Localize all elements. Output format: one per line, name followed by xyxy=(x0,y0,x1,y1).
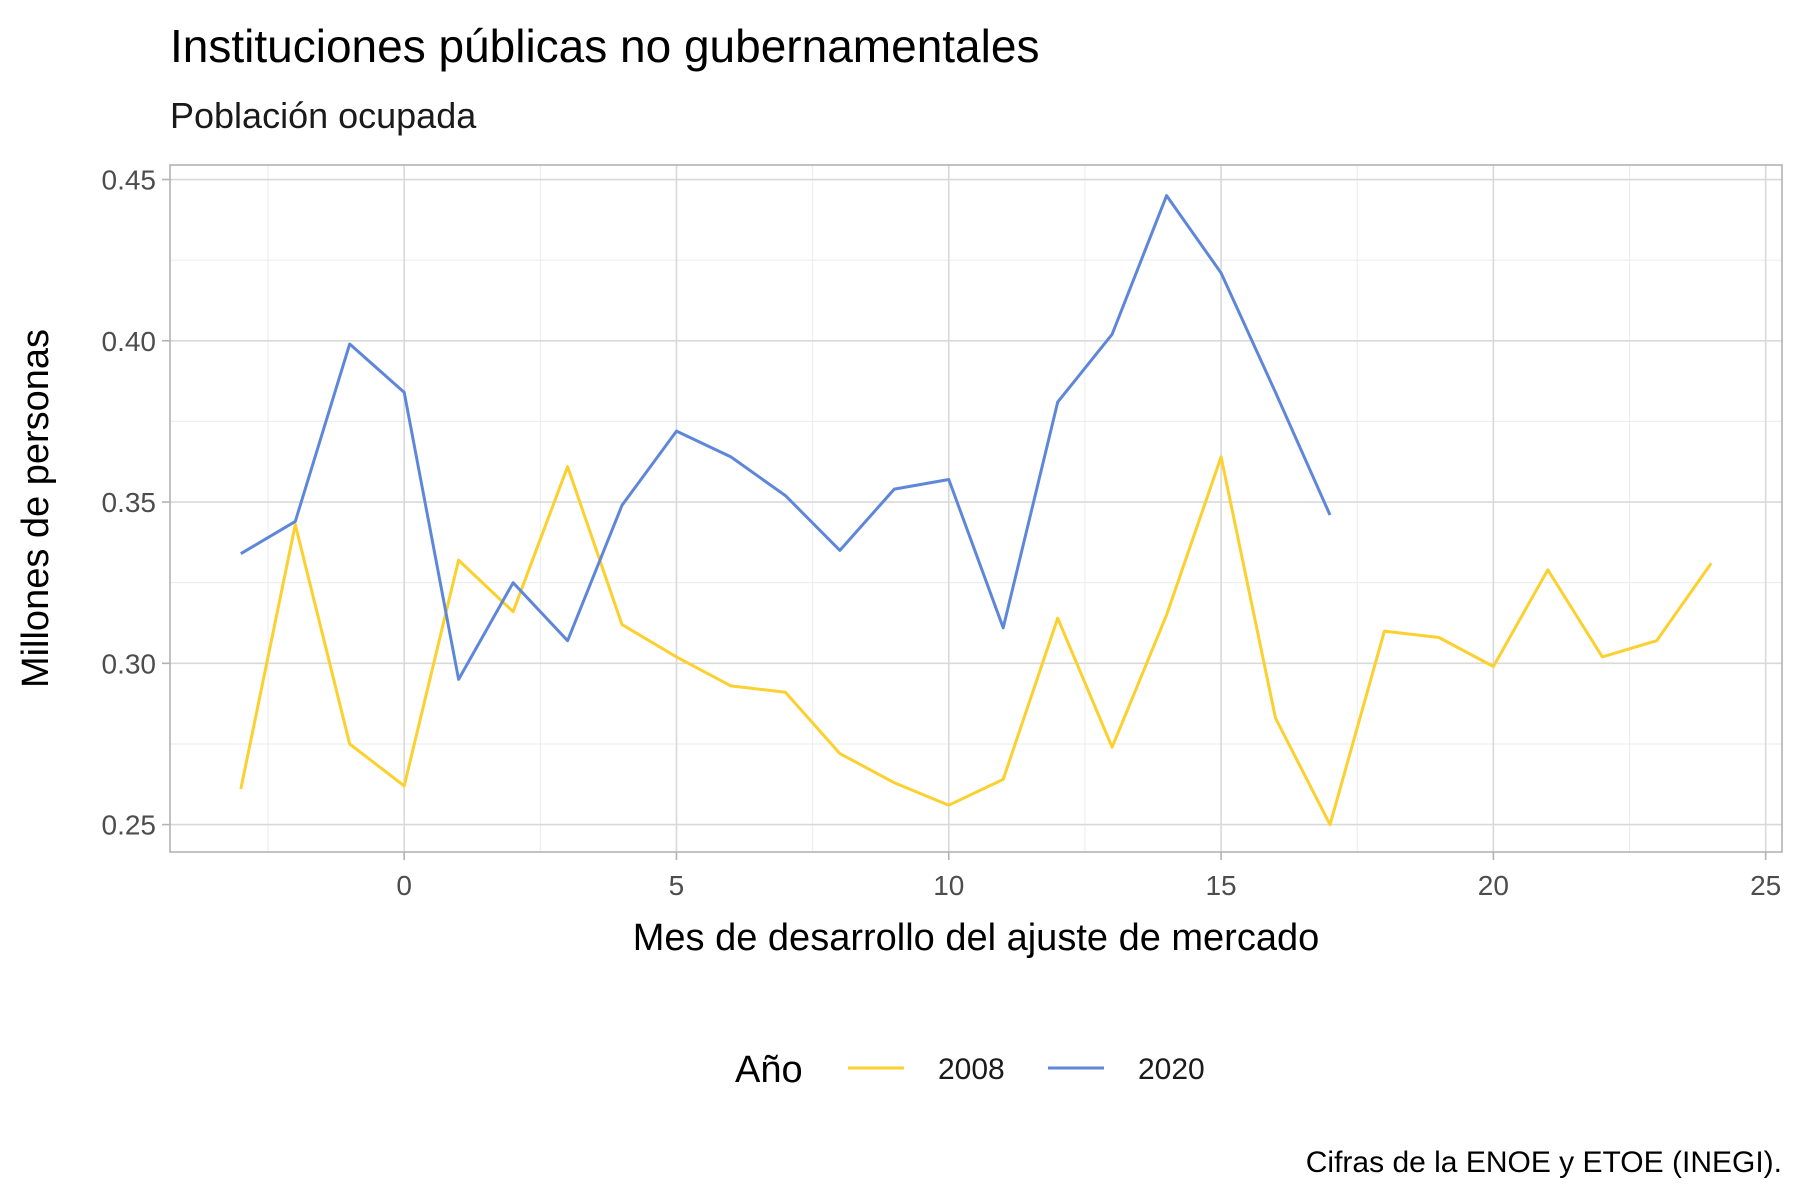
x-tick-label: 20 xyxy=(1478,870,1509,901)
x-tick-label: 0 xyxy=(396,870,412,901)
panel-border xyxy=(169,164,1783,853)
y-tick-label: 0.30 xyxy=(102,648,157,679)
series-layer xyxy=(239,194,1713,827)
y-tick-label: 0.45 xyxy=(102,165,157,196)
legend-label-2008: 2008 xyxy=(938,1053,1005,1086)
legend: Año 2008 2020 xyxy=(735,1049,1205,1091)
x-tick-label: 10 xyxy=(933,870,964,901)
series-line-2008 xyxy=(239,455,1713,827)
legend-title: Año xyxy=(735,1049,803,1091)
y-tick-label: 0.25 xyxy=(102,810,157,841)
x-tick-label: 5 xyxy=(669,870,685,901)
x-axis-title: Mes de desarrollo del ajuste de mercado xyxy=(633,917,1320,959)
grid xyxy=(170,165,1782,852)
x-tick-label: 25 xyxy=(1750,870,1781,901)
y-axis-title: Millones de personas xyxy=(15,329,57,688)
chart-caption: Cifras de la ENOE y ETOE (INEGI). xyxy=(1306,1146,1782,1179)
axes: 0 5 10 15 20 25 0.25 0.30 0.35 0.40 0.45 xyxy=(102,165,1782,901)
y-tick-label: 0.35 xyxy=(102,487,157,518)
legend-label-2020: 2020 xyxy=(1138,1053,1205,1086)
x-tick-label: 15 xyxy=(1205,870,1236,901)
chart-title: Instituciones públicas no gubernamentale… xyxy=(170,20,1039,72)
series-line-2020 xyxy=(240,194,1332,681)
y-tick-label: 0.40 xyxy=(102,326,157,357)
chart-subtitle: Población ocupada xyxy=(170,95,477,136)
